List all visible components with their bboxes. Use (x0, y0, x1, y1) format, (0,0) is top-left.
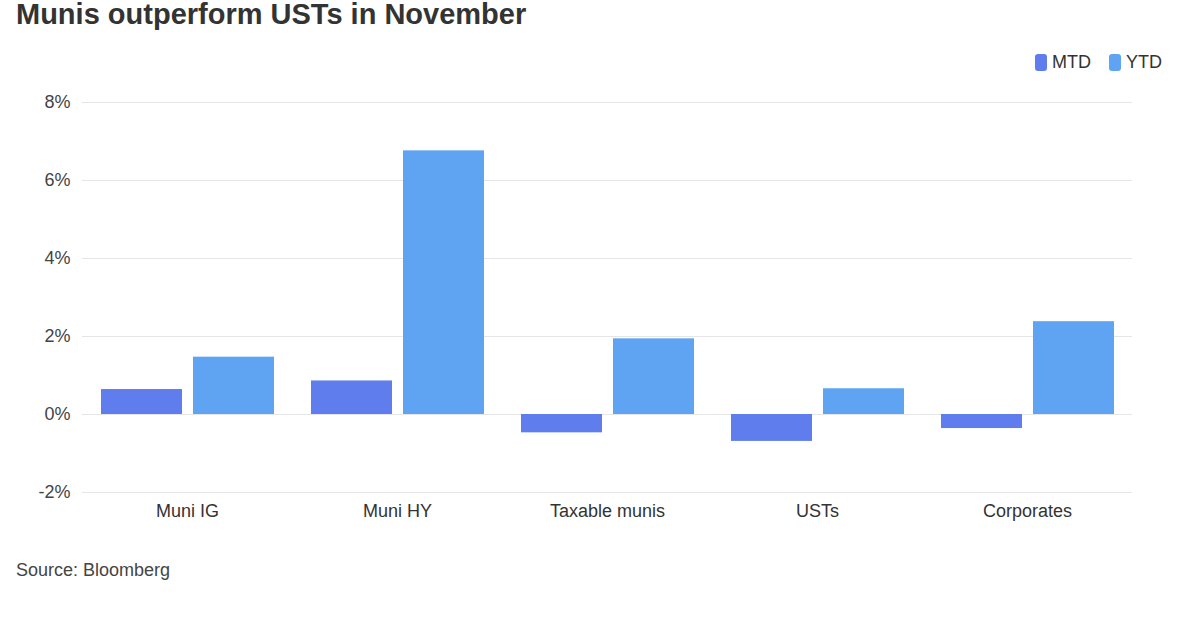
svg-text:2%: 2% (44, 326, 70, 346)
html-text:Source: Bloomberg: Source: Bloomberg (16, 560, 171, 580)
html-text:MTD: MTD (1052, 51, 1091, 72)
svg-text:-2%: -2% (38, 482, 70, 502)
svg-text:4%: 4% (44, 248, 70, 268)
svg-text:8%: 8% (44, 92, 70, 112)
svg-text:Corporates: Corporates (983, 501, 1072, 521)
html-text:YTD: YTD (1126, 51, 1162, 72)
svg-text:0%: 0% (44, 404, 70, 424)
svg-text:USTs: USTs (796, 501, 839, 521)
svg-text:6%: 6% (44, 170, 70, 190)
svg-text:Muni HY: Muni HY (363, 501, 432, 521)
svg-text:Muni IG: Muni IG (156, 501, 219, 521)
svg-text:Taxable munis: Taxable munis (550, 501, 665, 521)
